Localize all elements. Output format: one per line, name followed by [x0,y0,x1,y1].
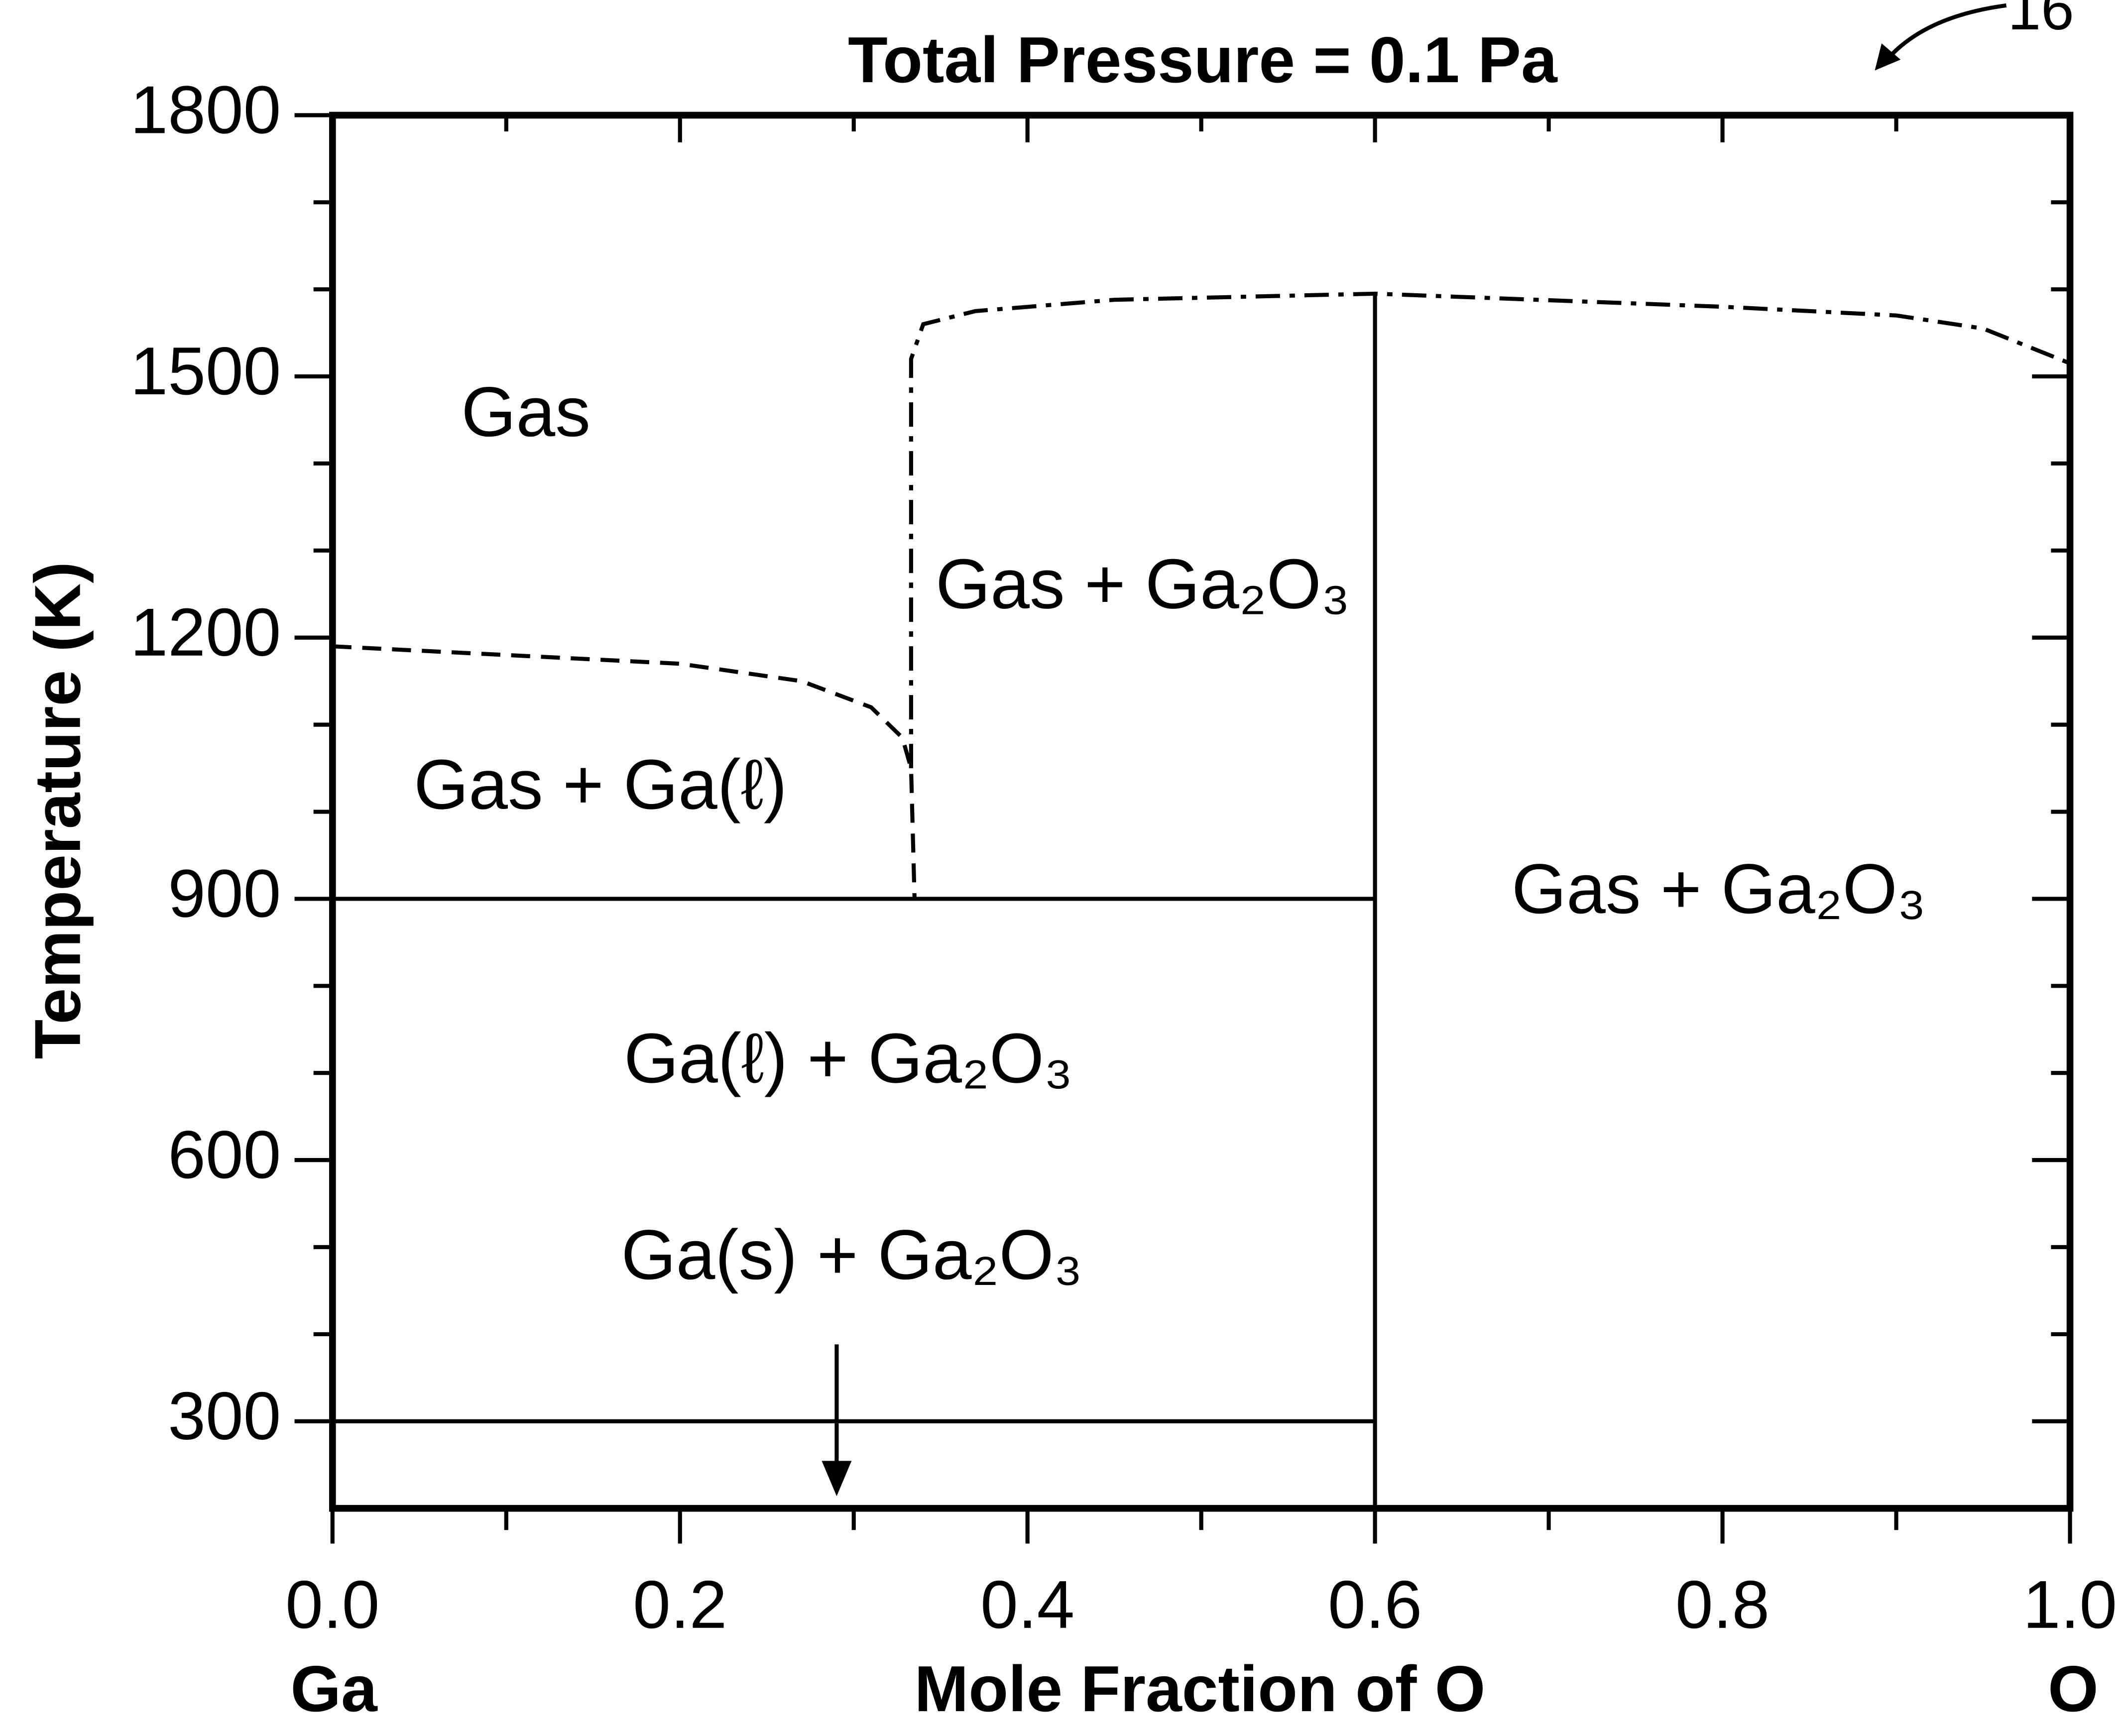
region-label: Gas + Ga₂O₃ [1512,849,1926,928]
y-tick-label: 900 [168,855,281,931]
region-label: Ga(ℓ) + Ga₂O₃ [624,1019,1073,1097]
y-tick-label: 300 [168,1378,281,1454]
figure-label: 16 [2008,0,2074,42]
x-axis-right-label: O [2048,1652,2099,1725]
region-label: Gas + Ga₂O₃ [936,545,1350,623]
x-tick-label: 0.4 [980,1567,1074,1642]
chart-title: Total Pressure = 0.1 Pa [848,23,1558,96]
x-tick-label: 0.0 [285,1567,379,1642]
x-tick-label: 0.2 [633,1567,727,1642]
y-tick-label: 1200 [130,594,281,670]
region-label: Ga(s) + Ga₂O₃ [621,1215,1083,1294]
indicator-arrowhead [822,1461,852,1497]
x-tick-label: 0.6 [1328,1567,1422,1642]
x-tick-label: 1.0 [2023,1567,2117,1642]
y-tick-label: 1800 [130,72,281,147]
figure-label-arrow [1885,3,2007,61]
y-axis-label: Temperature (K) [21,562,94,1059]
region-label: Gas [461,372,591,451]
figure-label-arrowhead [1875,43,1901,71]
phase-boundary [909,291,2071,769]
x-tick-label: 0.8 [1675,1567,1770,1642]
x-axis-left-label: Ga [290,1652,378,1725]
y-tick-label: 600 [168,1117,281,1192]
region-label: Gas + Ga(ℓ) [414,745,787,823]
x-axis-label: Mole Fraction of O [914,1652,1485,1725]
y-tick-label: 1500 [130,333,281,409]
